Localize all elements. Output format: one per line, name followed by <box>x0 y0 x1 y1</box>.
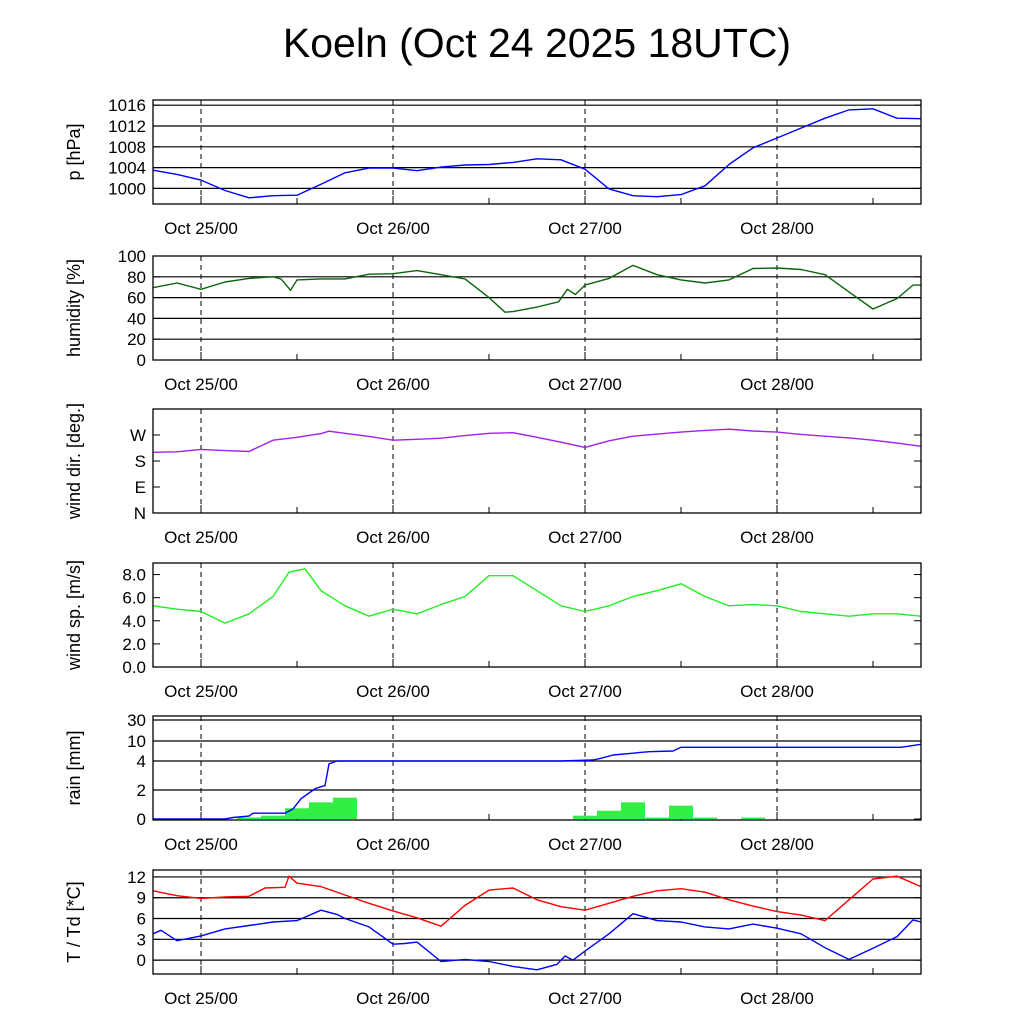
humidity-line <box>152 264 921 313</box>
panel-wind_speed: Oct 25/00 Oct 26/00 Oct 27/00 Oct 28/00 0.0 2… <box>64 560 922 701</box>
y-tick-label: 8.0 <box>122 566 146 585</box>
x-tick-label: Oct 26/00 <box>356 835 430 854</box>
y-tick-label: 1016 <box>108 96 146 115</box>
y-tick-label: 30 <box>127 711 146 730</box>
rain-bar <box>309 802 333 819</box>
rain-bar <box>741 817 765 819</box>
y-axis-label: wind sp. [m/s] <box>64 560 84 671</box>
plot-frame <box>152 255 922 361</box>
y-axis-label: p [hPa] <box>64 123 84 180</box>
temperature-line <box>152 875 922 927</box>
rain-bar <box>573 815 597 819</box>
panel-rain: Oct 25/00 Oct 26/00 Oct 27/00 Oct 28/00 0 2 41… <box>64 711 922 854</box>
x-tick-label: Oct 27/00 <box>548 375 622 394</box>
y-tick-label: 3 <box>137 930 146 949</box>
x-tick-label: Oct 26/00 <box>356 528 430 547</box>
plot-frame <box>152 869 922 975</box>
wind-speed-line <box>152 568 922 624</box>
y-tick-label: 40 <box>127 309 146 328</box>
x-tick-label: Oct 28/00 <box>740 219 814 238</box>
rain-bar <box>669 805 693 819</box>
x-tick-label: Oct 26/00 <box>356 989 430 1008</box>
x-tick-label: Oct 28/00 <box>740 528 814 547</box>
panel-wind_dir: Oct 25/00 Oct 26/00 Oct 27/00 Oct 28/00 NESW… <box>64 403 922 547</box>
rain-bar <box>285 808 309 819</box>
pressure-line <box>152 108 922 199</box>
x-tick-label: Oct 25/00 <box>164 682 238 701</box>
y-tick-label: 0 <box>137 351 146 370</box>
y-tick-label: 0 <box>137 951 146 970</box>
y-tick-label: 4.0 <box>122 612 146 631</box>
y-axis-label: T / Td [*C] <box>64 881 84 962</box>
y-tick-label: 1004 <box>108 159 146 178</box>
x-tick-label: Oct 25/00 <box>164 375 238 394</box>
y-tick-label: 1012 <box>108 117 146 136</box>
y-tick-label: 0.0 <box>122 658 146 677</box>
x-tick-label: Oct 27/00 <box>548 682 622 701</box>
y-tick-label: 10 <box>127 732 146 751</box>
y-tick-label: 60 <box>127 289 146 308</box>
y-tick-label: 12 <box>127 868 146 887</box>
rain-bar <box>645 817 669 819</box>
y-axis-label: wind dir. [deg.] <box>64 403 84 520</box>
y-tick-label: W <box>130 426 146 445</box>
y-tick-label: S <box>135 452 146 471</box>
y-tick-label: 2 <box>137 781 146 800</box>
x-tick-label: Oct 28/00 <box>740 375 814 394</box>
x-tick-label: Oct 28/00 <box>740 682 814 701</box>
y-axis-label: humidity [%] <box>64 259 84 357</box>
x-tick-label: Oct 27/00 <box>548 219 622 238</box>
x-tick-label: Oct 26/00 <box>356 375 430 394</box>
x-tick-label: Oct 25/00 <box>164 528 238 547</box>
y-tick-label: 1008 <box>108 138 146 157</box>
chart-title: Koeln (Oct 24 2025 18UTC) <box>282 20 792 66</box>
plot-frame <box>152 99 922 205</box>
y-tick-label: E <box>135 478 146 497</box>
y-tick-label: N <box>134 504 146 523</box>
accumulated-precipitation-line <box>153 743 922 820</box>
panel-temperature: Oct 25/00 Oct 26/00 Oct 27/00 Oct 28/00 0 36 9… <box>64 868 922 1008</box>
x-tick-label: Oct 27/00 <box>548 528 622 547</box>
y-tick-label: 100 <box>118 247 146 266</box>
panel-humidity: Oct 25/00 Oct 26/00 Oct 27/00 Oct 28/00 0 20 4… <box>64 247 922 394</box>
rain-bar <box>333 797 357 819</box>
x-tick-label: Oct 28/00 <box>740 835 814 854</box>
y-tick-label: 6.0 <box>122 589 146 608</box>
x-tick-label: Oct 28/00 <box>740 989 814 1008</box>
x-tick-label: Oct 26/00 <box>356 219 430 238</box>
dewpoint-line <box>152 909 922 971</box>
rain-bar <box>621 802 645 819</box>
panel-pressure: Oct 25/00 Oct 26/00 Oct 27/00 Oct 28/00 1000… <box>64 96 922 238</box>
x-tick-label: Oct 26/00 <box>356 682 430 701</box>
plot-frame <box>152 562 922 668</box>
rain-bar <box>597 810 621 819</box>
x-tick-label: Oct 27/00 <box>548 835 622 854</box>
y-tick-label: 6 <box>137 910 146 929</box>
y-tick-label: 2.0 <box>122 635 146 654</box>
rain-bar <box>693 817 717 819</box>
x-tick-label: Oct 27/00 <box>548 989 622 1008</box>
y-tick-label: 4 <box>137 752 146 771</box>
rain-bar <box>261 815 285 819</box>
plot-frame <box>152 715 922 821</box>
x-tick-label: Oct 25/00 <box>164 989 238 1008</box>
wind-direction-line <box>152 428 922 453</box>
y-tick-label: 9 <box>137 889 146 908</box>
x-tick-label: Oct 25/00 <box>164 835 238 854</box>
y-tick-label: 80 <box>127 268 146 287</box>
y-tick-label: 20 <box>127 330 146 349</box>
y-tick-label: 1000 <box>108 179 146 198</box>
y-axis-label: rain [mm] <box>64 730 84 805</box>
plot-frame <box>152 408 922 514</box>
y-tick-label: 0 <box>137 810 146 829</box>
rain-bar <box>237 817 261 819</box>
x-tick-label: Oct 25/00 <box>164 219 238 238</box>
